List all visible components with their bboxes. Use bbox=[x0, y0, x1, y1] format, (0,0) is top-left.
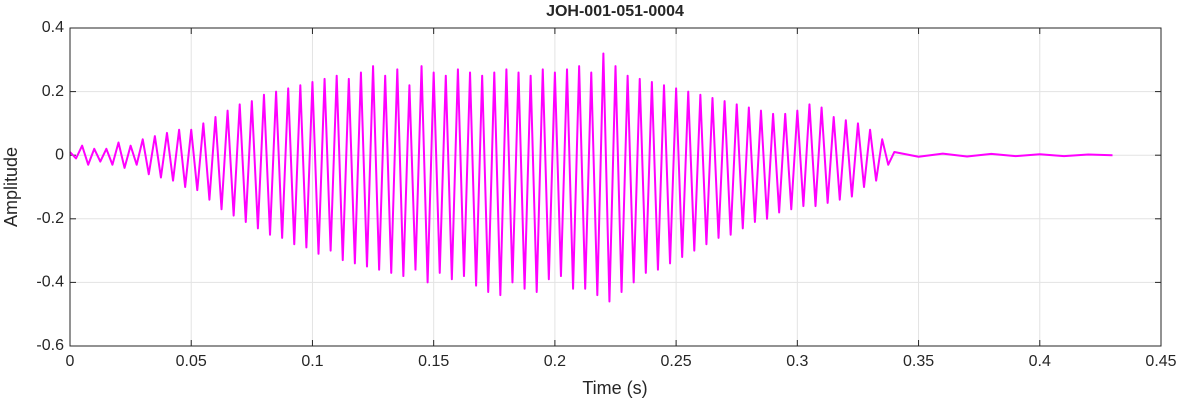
x-tick-label: 0 bbox=[66, 353, 75, 370]
y-tick-label: 0 bbox=[55, 146, 64, 163]
waveform bbox=[69, 52, 1113, 303]
plot-frame bbox=[69, 27, 1162, 347]
y-tick-label: -0.4 bbox=[36, 274, 64, 291]
y-axis-label: Amplitude bbox=[1, 147, 21, 227]
y-tick-label: -0.6 bbox=[36, 337, 64, 354]
x-tick-label: 0.2 bbox=[544, 353, 566, 370]
x-tick-label: 0.35 bbox=[903, 353, 934, 370]
x-tick-label: 0.05 bbox=[176, 353, 207, 370]
y-tick-label: 0.4 bbox=[42, 19, 64, 36]
x-axis-label: Time (s) bbox=[582, 378, 647, 398]
y-tick-label: 0.2 bbox=[42, 83, 64, 100]
x-tick-label: 0.15 bbox=[418, 353, 449, 370]
x-tick-label: 0.3 bbox=[786, 353, 808, 370]
x-tick-label: 0.45 bbox=[1145, 353, 1176, 370]
x-tick-label: 0.4 bbox=[1029, 353, 1051, 370]
y-tick-label: -0.2 bbox=[36, 210, 64, 227]
chart-title: JOH-001-051-0004 bbox=[546, 3, 684, 20]
x-tick-label: 0.1 bbox=[301, 353, 323, 370]
x-tick-label: 0.25 bbox=[661, 353, 692, 370]
